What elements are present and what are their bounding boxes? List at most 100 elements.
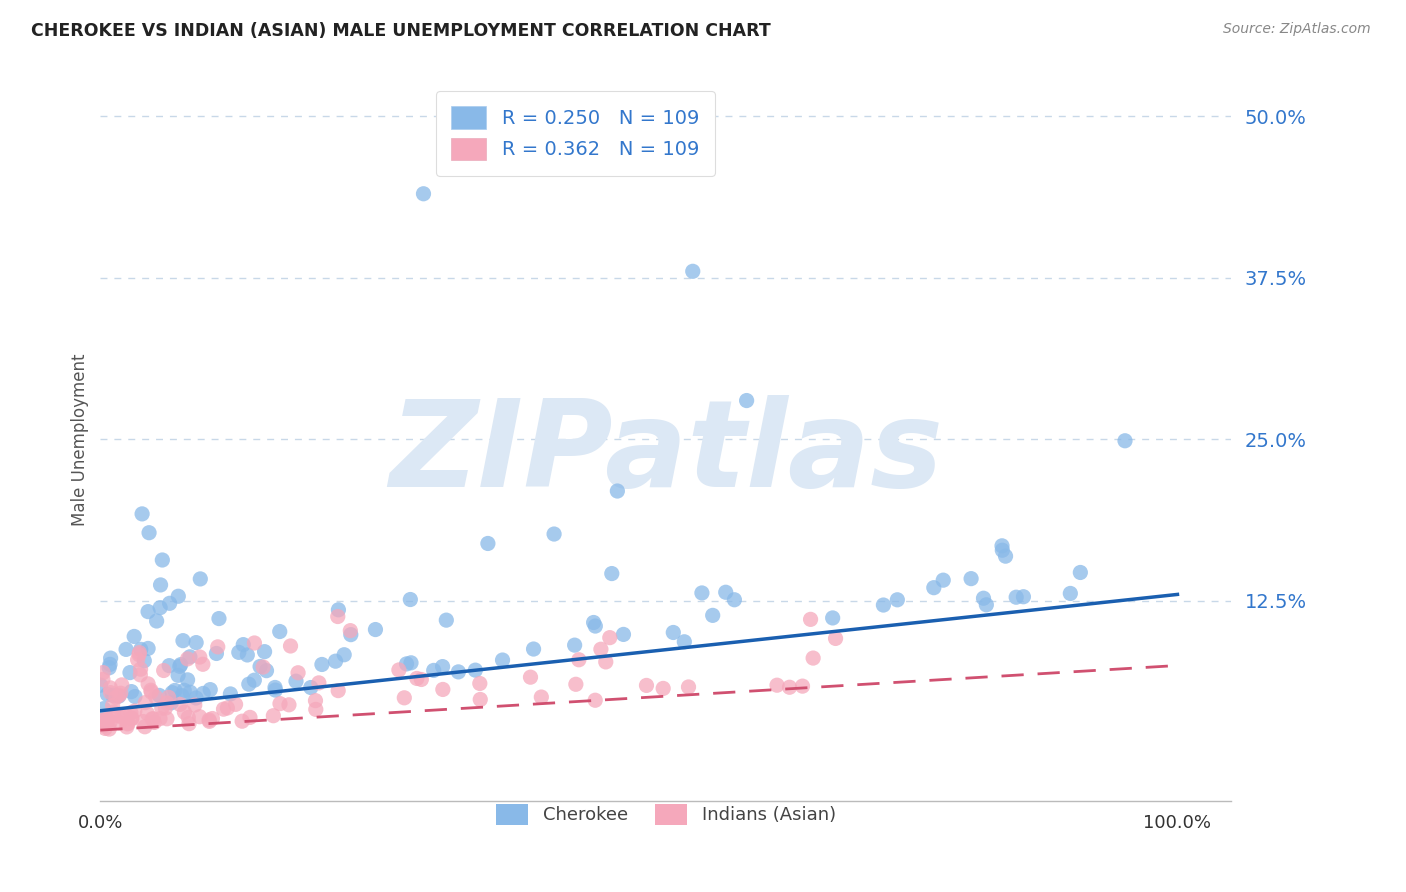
Point <box>207 640 229 654</box>
Point <box>205 647 228 661</box>
Point <box>582 615 605 630</box>
Point <box>662 625 685 640</box>
Point <box>564 638 586 652</box>
Point <box>90 678 112 692</box>
Point <box>117 716 139 731</box>
Point <box>108 689 131 703</box>
Point <box>191 686 214 700</box>
Point <box>325 654 347 668</box>
Point <box>138 525 160 540</box>
Point <box>98 714 121 729</box>
Point <box>134 720 156 734</box>
Point <box>124 704 146 718</box>
Point <box>399 656 422 670</box>
Point <box>405 672 427 686</box>
Point <box>682 264 704 278</box>
Point <box>231 714 253 729</box>
Point <box>94 722 117 736</box>
Point <box>157 690 180 705</box>
Point <box>94 717 117 731</box>
Point <box>150 701 173 715</box>
Point <box>236 648 259 662</box>
Point <box>305 702 328 716</box>
Point <box>128 646 150 660</box>
Point <box>339 624 361 638</box>
Point <box>973 591 995 606</box>
Point <box>141 685 163 699</box>
Point <box>394 690 416 705</box>
Point <box>735 393 758 408</box>
Point <box>1114 434 1136 448</box>
Text: ZIPatlas: ZIPatlas <box>389 395 943 512</box>
Point <box>91 673 114 687</box>
Point <box>145 690 167 704</box>
Point <box>96 712 118 726</box>
Point <box>179 685 201 699</box>
Point <box>565 677 588 691</box>
Point <box>636 678 658 692</box>
Point <box>136 641 159 656</box>
Point <box>134 696 156 710</box>
Point <box>340 627 363 641</box>
Point <box>1069 566 1091 580</box>
Point <box>120 706 142 720</box>
Point <box>201 712 224 726</box>
Point <box>184 691 207 706</box>
Point <box>589 642 612 657</box>
Point <box>652 681 675 696</box>
Point <box>599 631 621 645</box>
Point <box>160 686 183 700</box>
Point <box>239 710 262 724</box>
Point <box>173 705 195 719</box>
Point <box>225 698 247 712</box>
Point <box>673 634 696 648</box>
Point <box>976 598 998 612</box>
Point <box>188 572 211 586</box>
Point <box>108 689 131 703</box>
Point <box>395 657 418 671</box>
Point <box>96 713 118 727</box>
Point <box>98 681 121 695</box>
Point <box>872 598 894 612</box>
Point <box>177 710 200 724</box>
Point <box>208 611 231 625</box>
Point <box>477 536 499 550</box>
Point <box>129 668 152 682</box>
Point <box>530 690 553 704</box>
Point <box>141 712 163 726</box>
Point <box>447 665 470 679</box>
Point <box>702 608 724 623</box>
Point <box>188 709 211 723</box>
Point <box>136 677 159 691</box>
Point <box>399 592 422 607</box>
Point <box>269 624 291 639</box>
Point <box>328 683 350 698</box>
Point <box>156 712 179 726</box>
Point <box>198 713 221 727</box>
Point <box>160 696 183 710</box>
Point <box>115 642 138 657</box>
Point <box>142 712 165 726</box>
Point <box>269 697 291 711</box>
Point <box>101 688 124 702</box>
Point <box>991 543 1014 558</box>
Point <box>219 687 242 701</box>
Point <box>172 633 194 648</box>
Point <box>308 676 330 690</box>
Point <box>262 708 284 723</box>
Point <box>243 673 266 688</box>
Point <box>1059 586 1081 600</box>
Point <box>932 573 955 587</box>
Y-axis label: Male Unemployment: Male Unemployment <box>72 353 89 525</box>
Point <box>388 663 411 677</box>
Point <box>991 539 1014 553</box>
Point <box>434 613 457 627</box>
Point <box>543 527 565 541</box>
Point <box>167 589 190 603</box>
Point <box>432 659 454 673</box>
Point <box>184 698 207 712</box>
Point <box>779 680 801 694</box>
Point <box>136 706 159 721</box>
Point <box>103 705 125 719</box>
Point <box>167 668 190 682</box>
